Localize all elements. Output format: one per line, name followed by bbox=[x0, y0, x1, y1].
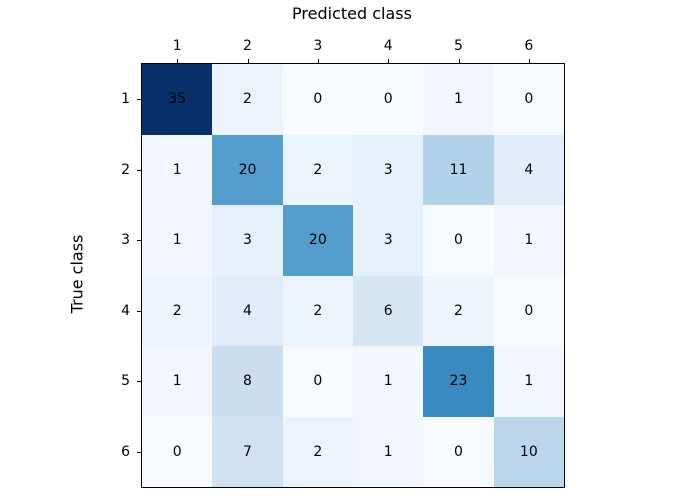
matrix-cell: 1 bbox=[493, 205, 564, 276]
y-tick-mark bbox=[137, 451, 141, 453]
matrix-cell: 2 bbox=[423, 275, 494, 346]
heatmap-axes: 35 2 0 0 1 0 1 20 2 3 11 4 1 3 20 3 0 1 2 4 2 6 2 0 1 8 0 1 23 1 0 7 2 1 0… bbox=[121, 39, 565, 488]
x-tick-label: 1 bbox=[172, 38, 182, 54]
x-tick-label: 5 bbox=[454, 38, 463, 54]
matrix-cell: 2 bbox=[282, 134, 353, 205]
matrix-cell: 8 bbox=[212, 346, 283, 417]
matrix-cell: 3 bbox=[212, 205, 283, 276]
y-tick-mark bbox=[137, 240, 141, 242]
matrix-cell: 2 bbox=[142, 275, 213, 346]
matrix-cell: 0 bbox=[493, 64, 564, 135]
y-tick-mark bbox=[137, 381, 141, 383]
x-axis-title: Predicted class bbox=[292, 4, 412, 23]
matrix-cell: 3 bbox=[353, 205, 424, 276]
matrix-cell: 6 bbox=[353, 275, 424, 346]
matrix-cell: 0 bbox=[423, 205, 494, 276]
y-tick-label: 6 bbox=[121, 443, 130, 460]
matrix-cell: 1 bbox=[142, 134, 213, 205]
matrix-cell: 35 bbox=[142, 64, 213, 135]
x-tick-label: 2 bbox=[243, 38, 252, 54]
y-tick-label: 1 bbox=[121, 91, 130, 108]
matrix-cell: 1 bbox=[353, 346, 424, 417]
y-tick-label: 2 bbox=[121, 161, 130, 178]
matrix-cell: 0 bbox=[423, 416, 494, 487]
matrix-cell: 4 bbox=[493, 134, 564, 205]
y-tick-label: 3 bbox=[121, 232, 130, 249]
matrix-cell: 0 bbox=[353, 64, 424, 135]
matrix-cell: 2 bbox=[282, 416, 353, 487]
matrix-cell: 0 bbox=[282, 346, 353, 417]
heatmap-grid: 35 2 0 0 1 0 1 20 2 3 11 4 1 3 20 3 0 1 2 4 2 6 2 0 1 8 0 1 23 1 0 7 2 1 0… bbox=[142, 64, 564, 487]
x-tick-label: 6 bbox=[524, 38, 534, 54]
matrix-cell: 23 bbox=[423, 346, 494, 417]
matrix-cell: 2 bbox=[212, 64, 283, 135]
x-tick-mark bbox=[528, 59, 530, 63]
x-tick-mark bbox=[458, 59, 460, 63]
y-tick-mark bbox=[137, 169, 141, 171]
x-tick-label: 4 bbox=[383, 38, 393, 54]
matrix-cell: 0 bbox=[493, 275, 564, 346]
matrix-cell: 10 bbox=[493, 416, 564, 487]
y-tick-label: 4 bbox=[121, 302, 130, 319]
matrix-cell: 0 bbox=[142, 416, 213, 487]
matrix-cell: 11 bbox=[423, 134, 494, 205]
x-tick-mark bbox=[177, 59, 179, 63]
x-tick-mark bbox=[388, 59, 390, 63]
matrix-cell: 20 bbox=[212, 134, 283, 205]
matrix-cell: 4 bbox=[212, 275, 283, 346]
y-tick-label: 5 bbox=[121, 373, 130, 390]
matrix-cell: 1 bbox=[493, 346, 564, 417]
matrix-cell: 2 bbox=[282, 275, 353, 346]
matrix-cell: 7 bbox=[212, 416, 283, 487]
matrix-cell: 1 bbox=[353, 416, 424, 487]
x-tick-mark bbox=[247, 59, 249, 63]
y-tick-mark bbox=[137, 310, 141, 312]
matrix-cell: 3 bbox=[353, 134, 424, 205]
x-tick-mark bbox=[317, 59, 319, 63]
x-tick-label: 3 bbox=[313, 38, 323, 54]
matrix-cell: 1 bbox=[142, 346, 213, 417]
matrix-cell: 20 bbox=[282, 205, 353, 276]
matrix-cell: 0 bbox=[282, 64, 353, 135]
matrix-cell: 1 bbox=[423, 64, 494, 135]
y-tick-mark bbox=[137, 99, 141, 101]
matrix-cell: 1 bbox=[142, 205, 213, 276]
y-axis-title: True class bbox=[67, 234, 87, 314]
